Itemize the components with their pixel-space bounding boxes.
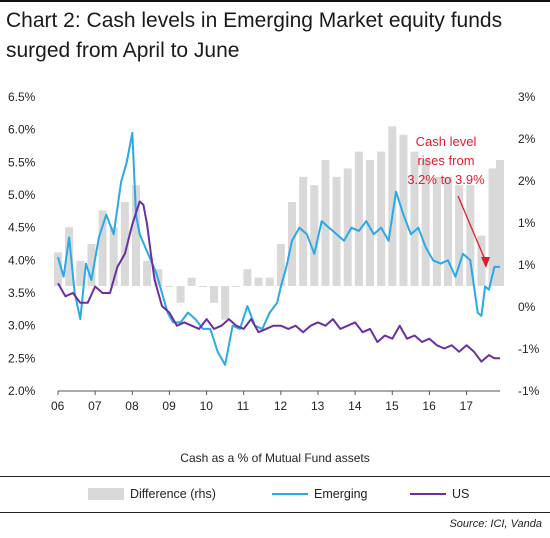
legend-swatch-emerging [272, 493, 308, 495]
difference-bar [265, 277, 274, 286]
y-left-tick-label: 2.5% [8, 351, 36, 365]
x-tick-label: 15 [385, 399, 399, 413]
x-tick-label: 08 [125, 399, 139, 413]
y-right-tick-label: -1% [518, 342, 540, 356]
y-left-tick-label: 3.5% [8, 286, 36, 300]
x-tick-label: 16 [422, 399, 436, 413]
y-left-tick-label: 6.5% [8, 90, 36, 104]
chart-title: Chart 2: Cash levels in Emerging Market … [6, 9, 503, 62]
x-tick-label: 09 [162, 399, 176, 413]
difference-bar [343, 168, 352, 286]
annotation-text: rises from [417, 153, 474, 168]
source-top-rule [0, 512, 550, 513]
y-right-tick-label: 1% [518, 258, 536, 272]
series-line-us [57, 200, 500, 363]
source-note: Source: ICI, Vanda [449, 518, 542, 530]
x-axis-label: Cash as a % of Mutual Fund assets [180, 451, 370, 465]
difference-bar [132, 185, 140, 286]
difference-bar [221, 286, 230, 320]
annotation: Cash level rises from 3.2% to 3.9% [407, 134, 490, 268]
x-tick-label: 14 [348, 399, 362, 413]
x-tick-label: 11 [237, 399, 250, 413]
annotation-arrow-line [457, 195, 487, 263]
difference-bar [321, 160, 330, 286]
difference-bar [421, 160, 430, 286]
y-left-tick-label: 2.0% [8, 384, 36, 398]
difference-bar [366, 160, 374, 286]
legend-label-emerging: Emerging [314, 487, 368, 501]
legend-swatch-us [410, 493, 446, 495]
legend-label-difference: Difference (rhs) [130, 487, 216, 501]
legend-label-us: US [452, 487, 470, 501]
legend-item-emerging: Emerging [272, 487, 368, 501]
x-tick-label: 13 [311, 399, 325, 413]
difference-bar [455, 185, 464, 286]
legend-top-rule [0, 476, 550, 477]
top-rule [0, 0, 550, 2]
x-tick-label: 17 [460, 399, 474, 413]
difference-bar [432, 176, 441, 286]
legend-swatch-difference [88, 488, 124, 500]
series-line-emerging [57, 131, 500, 366]
difference-bar [76, 260, 85, 286]
chart-canvas: 2.0% 2.5% 3.0% 3.5% 4.0% 4.5% 5.0% 5.5% 6.0% 6.5%… [8, 90, 540, 413]
y-right-tick-label: 2% [518, 132, 536, 146]
difference-bar [187, 277, 196, 286]
difference-bar [399, 134, 408, 286]
y-right-tick-label: 0% [518, 300, 536, 314]
annotation-text: 3.2% to 3.9% [407, 172, 485, 187]
difference-bar [496, 160, 504, 286]
x-tick-label: 06 [51, 399, 65, 413]
y-left-tick-label: 5.5% [8, 155, 36, 169]
difference-bar [165, 286, 174, 287]
x-tick-label: 10 [200, 399, 214, 413]
difference-bar [332, 176, 341, 286]
difference-bar [87, 244, 96, 286]
difference-bar [354, 151, 363, 286]
difference-bar [410, 151, 419, 286]
annotation-arrow-head [481, 257, 490, 268]
difference-bar [65, 227, 74, 286]
difference-bar [176, 286, 185, 303]
difference-bar [310, 185, 319, 286]
difference-bar [143, 260, 152, 286]
difference-bar [377, 151, 386, 286]
difference-bar [54, 252, 62, 286]
difference-bar [254, 277, 263, 286]
difference-bar [98, 210, 107, 286]
legend-item-difference: Difference (rhs) [88, 487, 216, 501]
y-right-tick-label: -1% [518, 384, 540, 398]
y-left-tick-label: 6.0% [8, 123, 36, 137]
series-lines [57, 131, 500, 366]
x-tick-label: 07 [88, 399, 102, 413]
difference-bar [109, 227, 118, 286]
y-left-tick-label: 3.0% [8, 319, 36, 333]
annotation-text: Cash level [416, 134, 477, 149]
difference-bar [444, 176, 452, 286]
difference-bar [232, 286, 241, 287]
y-left-tick-label: 5.0% [8, 188, 36, 202]
y-right-tick-label: 3% [518, 90, 536, 104]
y-left-tick-label: 4.5% [8, 221, 36, 235]
difference-bar [388, 126, 397, 287]
difference-bar [120, 202, 129, 286]
y-right-tick-label: 2% [518, 174, 536, 188]
y-left-tick-label: 4.0% [8, 253, 36, 267]
difference-bar [466, 185, 475, 286]
difference-bar [210, 286, 218, 303]
difference-bar [243, 269, 252, 286]
difference-bar [477, 235, 486, 286]
x-tick-label: 12 [274, 399, 288, 413]
y-right-tick-label: 1% [518, 216, 536, 230]
difference-bar [198, 286, 207, 287]
difference-bar [276, 244, 285, 286]
difference-bar [488, 168, 497, 286]
legend-item-us: US [410, 487, 469, 501]
axes: 2.0% 2.5% 3.0% 3.5% 4.0% 4.5% 5.0% 5.5% 6.0% 6.5%… [8, 90, 540, 413]
